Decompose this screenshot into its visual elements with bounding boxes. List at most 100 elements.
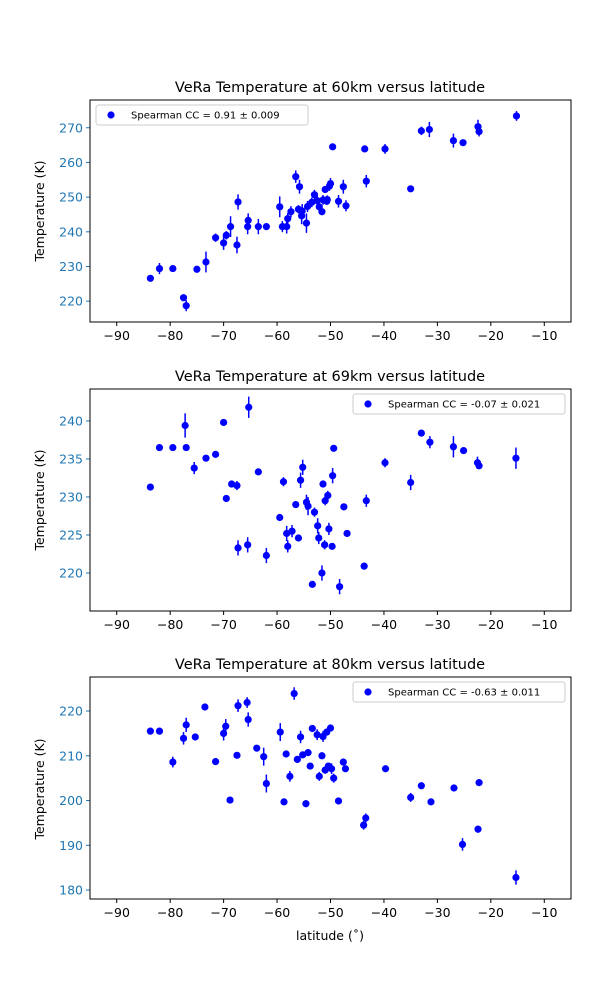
data-point (202, 454, 210, 462)
x-tick-label: −30 (424, 617, 450, 632)
data-point (262, 223, 270, 231)
data-point (459, 139, 467, 147)
data-point (512, 447, 520, 469)
point-marker (155, 727, 164, 735)
point-marker (310, 508, 319, 516)
data-point (296, 730, 305, 744)
data-point (325, 522, 333, 535)
data-point (233, 236, 241, 254)
data-point (315, 531, 323, 545)
data-point (279, 477, 288, 487)
data-point (360, 562, 368, 570)
data-point (226, 216, 235, 238)
point-marker (169, 264, 177, 273)
data-point (313, 729, 321, 741)
data-point (330, 773, 338, 783)
point-marker (280, 798, 288, 806)
data-point (211, 757, 220, 766)
point-marker (417, 429, 425, 437)
point-marker (292, 500, 300, 509)
y-tick-label: 220 (59, 704, 83, 719)
data-point (295, 179, 304, 194)
data-point (220, 235, 228, 250)
point-marker (321, 497, 329, 505)
plot-area-80km: 180 190 200 210 220 −90 −80 −70 −60 −50 −40 −30 −20 −… (59, 676, 572, 920)
data-point (290, 687, 298, 700)
point-marker (315, 772, 323, 780)
point-marker (260, 753, 268, 761)
data-point (302, 800, 310, 808)
point-marker (244, 216, 252, 224)
point-marker (458, 840, 467, 848)
y-tick-label: 270 (59, 120, 83, 135)
axes-frame (89, 388, 572, 612)
data-point (360, 820, 368, 830)
point-marker (276, 728, 284, 736)
point-marker (226, 796, 234, 804)
data-point (342, 200, 350, 212)
y-tick-label: 220 (59, 294, 83, 309)
data-point (288, 525, 296, 538)
data-point (330, 444, 338, 452)
data-point (321, 540, 329, 550)
x-tick-label: −40 (371, 328, 397, 343)
point-marker (245, 403, 253, 411)
point-marker (182, 443, 190, 452)
point-marker (302, 800, 310, 808)
data-point (449, 436, 458, 458)
point-marker (290, 689, 298, 698)
data-point (302, 213, 311, 233)
x-tick-label: −30 (424, 905, 450, 920)
data-point (314, 518, 322, 534)
data-point (475, 126, 483, 137)
point-marker (342, 202, 350, 210)
point-marker (292, 173, 300, 181)
legend-marker (107, 111, 115, 119)
y-tick-label: 240 (59, 413, 83, 428)
point-marker (329, 143, 337, 151)
data-point (417, 429, 425, 437)
panel-69km: VeRa Temperature at 69km versus latitude… (32, 369, 572, 632)
data-point (222, 719, 230, 734)
x-tick-label: −10 (531, 617, 557, 632)
y-axis-label-69km: Temperature (K) (32, 449, 47, 551)
data-point (222, 231, 230, 240)
data-point (318, 565, 326, 581)
point-marker (276, 513, 284, 522)
data-point (169, 443, 177, 452)
point-marker (361, 145, 369, 153)
point-marker (407, 793, 415, 801)
point-marker (169, 758, 177, 766)
data-point (343, 529, 351, 538)
data-point (334, 797, 343, 805)
point-marker (475, 779, 483, 787)
data-point (179, 294, 188, 302)
data-point (315, 771, 323, 781)
point-marker (279, 478, 288, 486)
point-marker (449, 443, 458, 451)
data-point (222, 494, 230, 503)
data-point (182, 300, 190, 312)
point-marker (254, 223, 262, 231)
x-axis-label-80km: latitude (˚) (296, 928, 364, 943)
x-tick-label: −60 (264, 617, 290, 632)
point-marker (193, 265, 201, 273)
data-point (459, 446, 468, 455)
point-marker (182, 721, 190, 729)
point-marker (459, 446, 468, 455)
data-point (253, 744, 261, 752)
data-point (286, 770, 294, 782)
point-marker (313, 731, 321, 739)
data-point (512, 870, 520, 885)
data-point (407, 185, 415, 193)
x-tick-label: −90 (104, 905, 130, 920)
point-marker (339, 758, 347, 766)
point-marker (426, 438, 434, 446)
point-marker (330, 774, 338, 782)
point-marker (327, 765, 336, 773)
legend: Spearman CC = 0.91 ± 0.009 (95, 104, 309, 126)
point-marker (512, 454, 520, 462)
data-point (169, 756, 177, 768)
point-marker (323, 195, 331, 204)
